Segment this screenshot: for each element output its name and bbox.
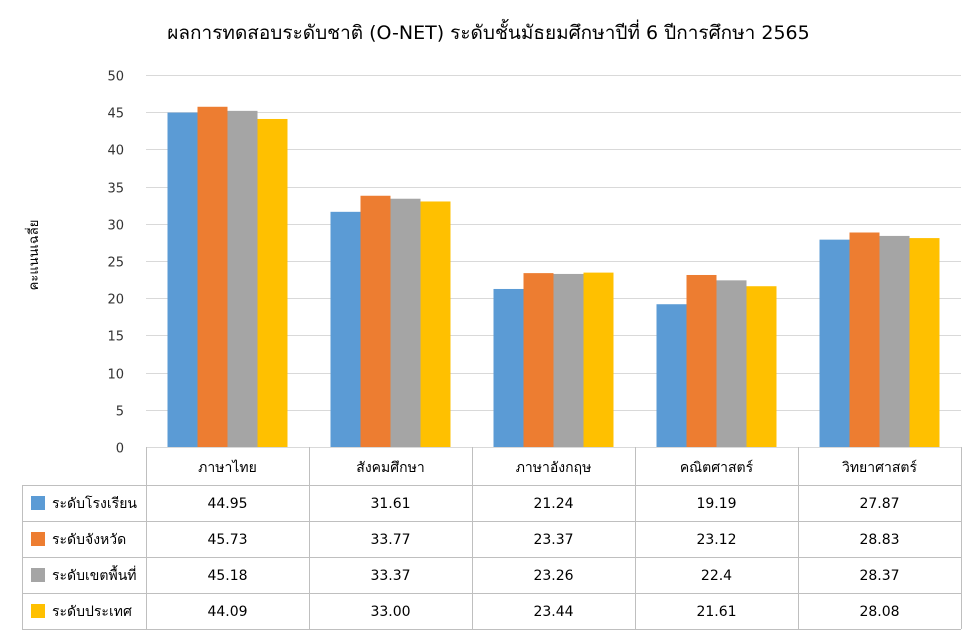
y-tick-label: 30	[107, 219, 124, 234]
bar	[257, 118, 288, 447]
y-tick-label: 15	[107, 330, 124, 345]
bar	[197, 106, 228, 447]
data-label: 45.18	[207, 568, 247, 584]
data-label: 27.87	[859, 496, 899, 512]
data-label: 31.61	[370, 496, 410, 512]
bar	[849, 232, 880, 447]
y-tick-label: 10	[107, 368, 124, 383]
bar	[909, 238, 940, 447]
bars	[167, 106, 940, 448]
y-tick-label: 50	[107, 70, 124, 85]
bar	[523, 273, 554, 447]
legend-swatch	[31, 604, 45, 618]
legend-label: ระดับโรงเรียน	[52, 495, 137, 512]
bar	[656, 304, 687, 447]
data-label: 21.61	[696, 604, 736, 620]
y-tick-label: 40	[107, 144, 124, 159]
data-label: 23.12	[696, 532, 736, 548]
data-label: 28.08	[859, 604, 899, 620]
bar	[360, 195, 391, 447]
data-label: 28.37	[859, 568, 899, 584]
legend-label: ระดับจังหวัด	[52, 532, 126, 548]
data-label: 19.19	[696, 496, 736, 512]
data-table: ภาษาไทย สังคมศึกษา ภาษาอังกฤษ คณิตศาสตร์ วิท…	[22, 447, 962, 630]
y-axis-label: คะแนนเฉลี่ย	[25, 220, 42, 291]
bar	[583, 272, 614, 447]
data-label: 23.37	[533, 532, 573, 548]
data-label: 44.09	[207, 604, 247, 620]
chart-title: ผลการทดสอบระดับชาติ (O-NET) ระดับชั้นมัธ…	[167, 22, 810, 44]
data-label: 33.00	[370, 604, 410, 620]
bar	[746, 286, 777, 447]
legend-swatch	[31, 532, 45, 546]
data-label: 33.77	[370, 532, 410, 548]
bar	[553, 273, 584, 447]
y-tick-label: 0	[116, 442, 124, 457]
bar	[167, 112, 198, 448]
data-label: 23.44	[533, 604, 573, 620]
y-tick-label: 20	[107, 293, 124, 308]
bar	[716, 280, 747, 447]
bar	[227, 110, 258, 447]
bar	[493, 288, 524, 447]
category-label: ภาษาอังกฤษ	[516, 460, 592, 476]
bar	[686, 274, 717, 447]
category-label: วิทยาศาสตร์	[842, 459, 918, 476]
bar	[819, 239, 850, 447]
y-tick-label: 25	[107, 256, 124, 271]
bar	[390, 198, 421, 447]
y-tick-label: 45	[107, 107, 124, 122]
y-tick-label: 35	[107, 182, 124, 197]
data-label: 45.73	[207, 532, 247, 548]
bar	[330, 211, 361, 447]
bar	[879, 235, 910, 447]
category-label: สังคมศึกษา	[356, 460, 424, 476]
legend-label: ระดับประเทศ	[52, 604, 132, 620]
data-label: 22.4	[701, 568, 732, 584]
legend-label: ระดับเขตพื้นที่	[52, 565, 137, 584]
y-tick-label: 5	[116, 405, 124, 420]
data-label: 21.24	[533, 496, 573, 512]
category-label: ภาษาไทย	[198, 459, 257, 476]
legend-swatch	[31, 568, 45, 582]
data-label: 23.26	[533, 568, 573, 584]
category-label: คณิตศาสตร์	[680, 459, 754, 476]
bar	[420, 201, 451, 447]
data-label: 33.37	[370, 568, 410, 584]
data-label: 28.83	[859, 532, 899, 548]
y-axis-ticks: 0 5 10 15 20 25 30 35 40 45 50	[107, 70, 124, 457]
legend-swatch	[31, 496, 45, 510]
data-label: 44.95	[207, 496, 247, 512]
